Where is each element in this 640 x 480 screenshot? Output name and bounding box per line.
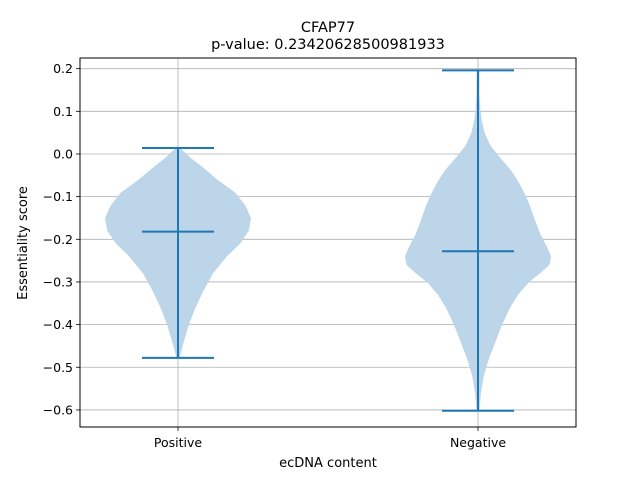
x-axis-label: ecDNA content [279, 456, 377, 471]
y-tick-label: 0.0 [53, 146, 73, 161]
x-tick-label: Negative [450, 435, 506, 450]
plot-frame [79, 57, 577, 428]
violin-stat-lines [142, 69, 514, 412]
y-axis-label: Essentiality score [16, 186, 31, 300]
y-tick-label: 0.2 [53, 61, 73, 76]
y-axis-ticks: −0.6 −0.5 −0.4 −0.3 −0.2 −0.1 0.0 0.1 0.2 [43, 61, 80, 417]
y-tick-label: −0.1 [43, 189, 73, 204]
y-tick-label: −0.5 [43, 360, 73, 375]
chart-title: CFAP77 [301, 20, 355, 36]
x-axis-ticks: Positive Negative [154, 427, 506, 450]
y-tick-label: 0.1 [53, 104, 73, 119]
y-tick-label: −0.2 [43, 232, 73, 247]
violin-bodies [105, 70, 551, 411]
chart-subtitle: p-value: 0.23420628500981933 [211, 37, 445, 53]
y-tick-label: −0.4 [43, 317, 73, 332]
y-tick-label: −0.3 [43, 274, 73, 289]
x-tick-label: Positive [154, 435, 202, 450]
y-tick-label: −0.6 [43, 402, 73, 417]
